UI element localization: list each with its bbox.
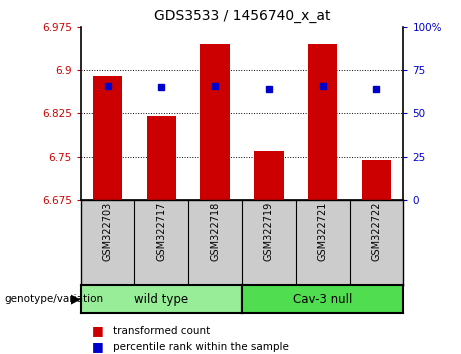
Bar (201, 44, 230, 200)
Text: genotype/variation: genotype/variation (5, 294, 104, 304)
Text: ■: ■ (92, 325, 104, 337)
Title: GDS3533 / 1456740_x_at: GDS3533 / 1456740_x_at (154, 9, 330, 23)
Text: GSM322717: GSM322717 (156, 202, 166, 261)
Text: GSM322718: GSM322718 (210, 202, 220, 261)
Bar (93, 76, 122, 200)
Text: GSM322703: GSM322703 (102, 202, 112, 261)
Bar (147, 116, 176, 200)
Bar (254, 151, 284, 200)
Text: ▶: ▶ (71, 293, 81, 306)
Text: Cav-3 null: Cav-3 null (293, 293, 352, 306)
Text: GSM322719: GSM322719 (264, 202, 274, 261)
Text: transformed count: transformed count (113, 326, 210, 336)
Bar (362, 160, 391, 200)
Text: ■: ■ (92, 341, 104, 353)
Text: wild type: wild type (134, 293, 189, 306)
Text: percentile rank within the sample: percentile rank within the sample (113, 342, 289, 352)
Text: GSM322722: GSM322722 (372, 202, 382, 261)
Bar (308, 44, 337, 200)
Text: GSM322721: GSM322721 (318, 202, 328, 261)
